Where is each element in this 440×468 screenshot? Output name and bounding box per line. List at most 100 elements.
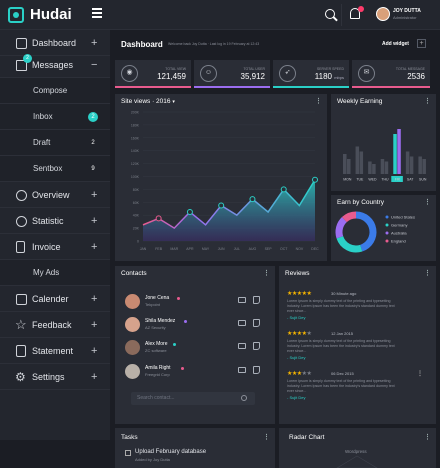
sidebar-subitem-my-ads[interactable]: My Ads xyxy=(0,260,110,286)
avatar[interactable] xyxy=(125,364,140,379)
message-icon[interactable] xyxy=(238,367,246,373)
phone-icon[interactable] xyxy=(253,366,260,374)
phone-icon[interactable] xyxy=(253,296,260,304)
message-icon[interactable] xyxy=(238,343,246,349)
phone-icon[interactable] xyxy=(253,319,260,327)
sidebar-item-statement[interactable]: Statement + xyxy=(0,338,110,364)
sidebar-item-messages[interactable]: 2 Messages − xyxy=(0,52,110,78)
search-icon[interactable] xyxy=(320,4,342,26)
sidebar-subitem-compose[interactable]: Compose xyxy=(0,78,110,104)
collapse-icon[interactable]: − xyxy=(91,58,98,71)
task-checkbox[interactable] xyxy=(125,450,131,456)
expand-icon[interactable]: + xyxy=(91,318,98,331)
brand[interactable]: Hudai xyxy=(8,6,72,23)
contact-name[interactable]: Jone Cena xyxy=(145,295,170,301)
expand-icon[interactable]: + xyxy=(91,188,98,201)
stat-card-total-message[interactable]: ✉ TOTAL MESSAGE 2536 xyxy=(352,60,430,88)
bar[interactable] xyxy=(368,161,372,175)
sidebar-subitem-draft[interactable]: Draft 2 xyxy=(0,130,110,156)
list-item[interactable]: Shila Mendez AZ Security xyxy=(125,315,265,335)
add-widget-button[interactable]: Add widget xyxy=(382,41,409,47)
user-name[interactable]: JOY DUTTA xyxy=(393,8,421,14)
avatar[interactable] xyxy=(125,294,140,309)
data-point[interactable] xyxy=(186,208,193,215)
message-icon[interactable] xyxy=(238,320,246,326)
card-menu-icon[interactable]: ⋮ xyxy=(263,434,270,441)
y-tick-label: 0 xyxy=(137,240,139,244)
bell-icon[interactable] xyxy=(350,8,360,19)
sidebar-item-settings[interactable]: ⚙ Settings + xyxy=(0,364,110,390)
sidebar-item-statistic[interactable]: Statistic + xyxy=(0,208,110,234)
menu-toggle-icon[interactable] xyxy=(92,8,102,18)
expand-icon[interactable]: + xyxy=(91,36,98,49)
bar[interactable] xyxy=(418,156,422,175)
bar[interactable] xyxy=(397,129,401,174)
review-author[interactable]: - Sujit Dey xyxy=(287,315,306,320)
review-author[interactable]: - Sujit Dey xyxy=(287,395,306,400)
data-point[interactable] xyxy=(155,215,162,222)
sidebar-item-dashboard[interactable]: Dashboard + xyxy=(0,30,110,56)
expand-icon[interactable]: + xyxy=(91,344,98,357)
data-point[interactable] xyxy=(280,186,287,193)
list-item[interactable]: Amila Right Freegrid Corp xyxy=(125,362,265,382)
card-menu-icon[interactable]: ⋮ xyxy=(424,199,431,206)
sidebar-item-calender[interactable]: Calender + xyxy=(0,286,110,312)
stat-card-total-view[interactable]: ◉ TOTAL VIEW 121,459 xyxy=(115,60,191,88)
sentbox-badge: 9 xyxy=(91,165,95,172)
expand-icon[interactable]: + xyxy=(91,370,98,383)
x-tick-label: THU xyxy=(381,178,389,182)
task-title[interactable]: Upload February database xyxy=(135,449,207,455)
data-point[interactable] xyxy=(218,202,225,209)
bar[interactable] xyxy=(380,159,385,174)
card-menu-icon[interactable]: ⋮ xyxy=(263,270,270,277)
sidebar-subitem-sentbox[interactable]: Sentbox 9 xyxy=(0,156,110,182)
pie-slice[interactable] xyxy=(335,217,347,239)
sidebar-item-feedback[interactable]: ☆ Feedback + xyxy=(0,312,110,338)
expand-icon[interactable]: + xyxy=(91,292,98,305)
search-icon[interactable] xyxy=(241,395,247,401)
pie-slice[interactable] xyxy=(336,235,363,253)
avatar[interactable] xyxy=(376,7,390,21)
contact-name[interactable]: Shila Mendez xyxy=(145,318,176,324)
card-menu-icon[interactable]: ⋮ xyxy=(424,270,431,277)
bar[interactable] xyxy=(409,156,414,175)
bar[interactable] xyxy=(359,151,364,175)
bar[interactable] xyxy=(347,159,351,174)
stat-card-server-speed[interactable]: ➶ SERVER SPEED 1180 mbps xyxy=(273,60,349,88)
pie-slice[interactable] xyxy=(355,211,377,252)
phone-icon[interactable] xyxy=(253,342,260,350)
bar[interactable] xyxy=(422,159,426,174)
list-item[interactable]: Alex More ZC software xyxy=(125,338,265,358)
avatar[interactable] xyxy=(125,317,140,332)
sidebar-item-overview[interactable]: Overview + xyxy=(0,182,110,208)
data-point[interactable] xyxy=(249,196,256,203)
data-point[interactable] xyxy=(312,176,318,183)
card-menu-icon[interactable]: ⋮ xyxy=(315,98,322,105)
avatar[interactable] xyxy=(125,340,140,355)
expand-icon[interactable]: + xyxy=(91,214,98,227)
x-tick-label: MAR xyxy=(170,247,178,251)
sidebar-item-invoice[interactable]: Invoice + xyxy=(0,234,110,260)
review-author[interactable]: - Sujit Dey xyxy=(287,355,306,360)
expand-icon[interactable]: + xyxy=(91,240,98,253)
bar[interactable] xyxy=(343,154,347,174)
pie-slice[interactable] xyxy=(341,211,357,223)
stat-value: 2536 xyxy=(407,72,425,81)
contact-search-input[interactable]: Search contact... xyxy=(131,392,255,405)
bar[interactable] xyxy=(384,161,389,175)
contact-name[interactable]: Amila Right xyxy=(145,365,171,371)
message-icon[interactable] xyxy=(238,297,246,303)
bar[interactable] xyxy=(355,146,360,175)
bar[interactable] xyxy=(405,151,410,175)
bar[interactable] xyxy=(393,134,397,174)
card-menu-icon[interactable]: ⋮ xyxy=(424,434,431,441)
review-menu-icon[interactable]: ⋮ xyxy=(417,371,423,377)
stat-card-total-user[interactable]: ☺ TOTAL USER 35,912 xyxy=(194,60,270,88)
x-tick-label: JUN xyxy=(218,247,225,251)
add-widget-icon[interactable]: + xyxy=(417,39,426,48)
card-menu-icon[interactable]: ⋮ xyxy=(424,98,431,105)
sidebar-subitem-inbox[interactable]: Inbox 2 xyxy=(0,104,110,130)
contact-name[interactable]: Alex More xyxy=(145,341,168,347)
bar[interactable] xyxy=(372,164,376,174)
list-item[interactable]: Jone Cena Tekpoint xyxy=(125,292,265,312)
